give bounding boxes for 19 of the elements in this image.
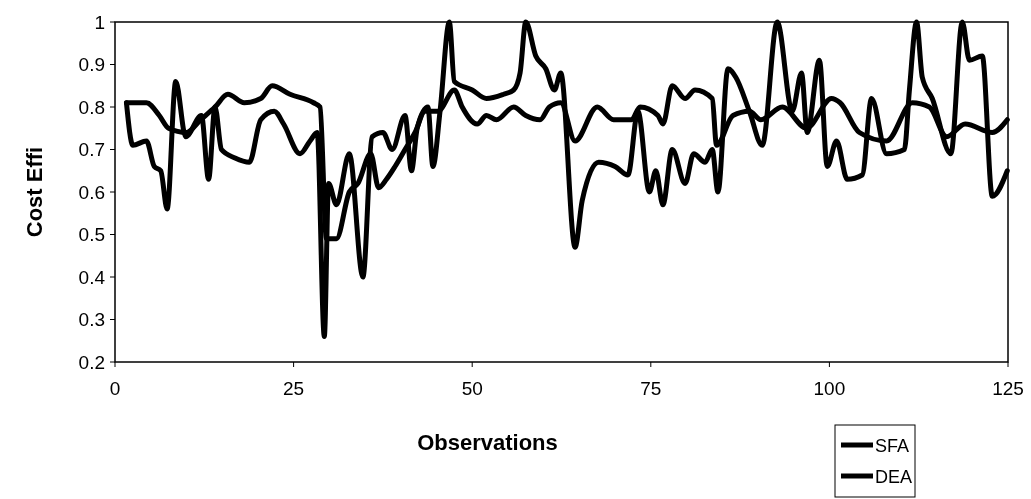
y-tick-label: 1 — [94, 11, 105, 33]
x-tick-label: 0 — [109, 378, 121, 399]
x-tick-label: 25 — [283, 378, 305, 399]
legend-label: DEA — [875, 467, 913, 487]
x-axis-title: Observations — [417, 430, 558, 455]
x-tick-label: 100 — [813, 378, 846, 399]
legend-label: SFA — [875, 436, 910, 456]
x-tick-label: 125 — [992, 378, 1024, 399]
x-tick-label: 75 — [640, 378, 662, 399]
y-tick-label: 0.4 — [78, 266, 106, 288]
y-tick-label: 0.5 — [78, 224, 105, 246]
y-axis-title: Cost Effi — [22, 146, 47, 238]
y-tick-label: 0.9 — [78, 54, 105, 76]
y-tick-label: 0.2 — [78, 351, 105, 373]
x-tick-label: 50 — [461, 378, 483, 399]
y-tick-label: 0.6 — [78, 181, 105, 203]
y-tick-label: 0.7 — [78, 139, 105, 161]
y-tick-label: 0.3 — [78, 309, 105, 331]
y-tick-label: 0.8 — [78, 96, 105, 118]
